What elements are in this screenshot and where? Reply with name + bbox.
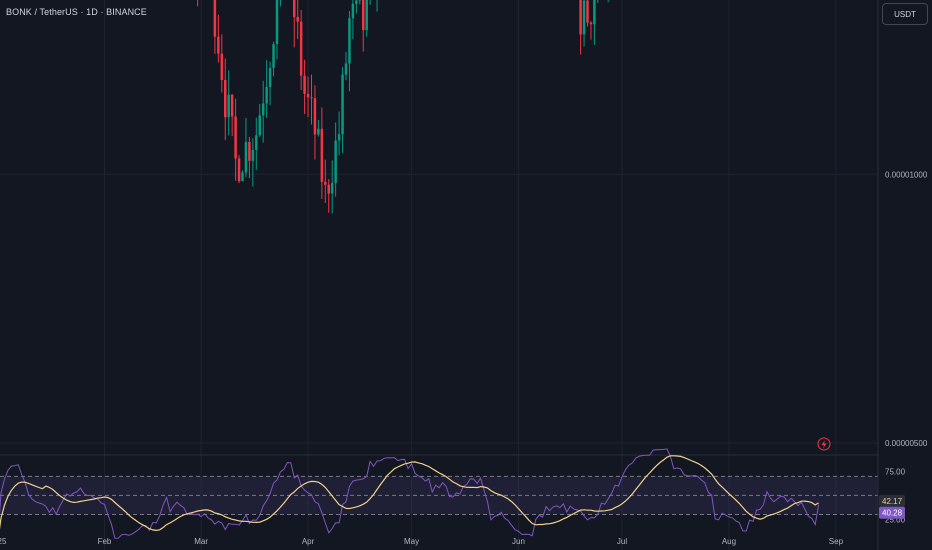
rsi-pane [0,448,878,539]
time-tick-label: 2025 [0,537,7,546]
candle [241,170,244,182]
candle [355,0,358,14]
candle [334,122,337,197]
rsi-axis: 75.00 25.00 42.17 40.28 [879,468,906,524]
candle [275,0,279,60]
candle [362,0,365,52]
candle [330,160,334,214]
currency-selector[interactable]: USDT [882,3,928,25]
candle [296,0,299,39]
candle [344,51,348,81]
candle [230,94,234,137]
candle [593,0,596,45]
candle [317,119,320,137]
time-tick-label: May [404,537,419,546]
time-tick-label: Aug [722,537,736,546]
candle [582,0,586,47]
time-tick-label: Sep [829,537,844,546]
candle [320,107,324,199]
rsi-ma-line [0,455,819,532]
candle [337,111,341,156]
rsi-tick-label: 25.00 [885,515,906,524]
grid-lines [0,0,878,550]
candle [348,11,351,92]
candle [313,85,317,160]
candle [272,41,275,77]
price-tick-label: 0.00001000 [885,170,928,179]
candle [310,74,313,125]
candle [358,0,362,5]
candle [261,80,265,143]
candle [224,58,227,141]
candle [341,67,344,154]
candle [579,0,582,55]
candle [234,98,237,181]
time-tick-label: Feb [98,537,112,546]
symbol-title[interactable]: BONK / TetherUS · 1D · BINANCE [6,7,147,17]
candles [197,0,609,214]
candle [268,61,272,106]
candle [299,9,303,90]
candle [251,138,255,187]
candle [237,155,241,184]
candle [365,0,368,37]
candle [227,70,230,136]
candle [248,136,251,179]
price-tick-label: 0.00000500 [885,439,928,448]
candle [220,34,224,93]
time-tick-label: Apr [302,537,315,546]
candle [327,178,330,213]
candle [213,0,217,54]
candle [351,0,355,40]
candle [255,117,258,171]
candle [265,60,268,119]
rsi-tick-label: 75.00 [885,468,906,477]
candle [244,118,248,178]
rsi-ma-value-tag: 42.17 [879,494,905,507]
candle [589,20,593,40]
rsi-band [0,476,878,515]
price-axis[interactable]: 0.000040000.000035000.000030000.00002500… [885,0,928,448]
candle [217,14,220,63]
time-tick-label: Jun [512,537,525,546]
candle [586,0,589,27]
candle [306,76,310,118]
candle [324,159,327,203]
rsi-value-tag: 40.28 [879,506,905,519]
rsi-value: 40.28 [882,509,903,518]
lightning-icon[interactable] [817,437,831,451]
rsi-ma-value: 42.17 [882,497,903,506]
candle [258,104,261,137]
candle [293,0,296,48]
rsi-line [0,448,820,539]
time-tick-label: Mar [194,537,208,546]
time-axis[interactable]: 2025 Feb Mar Apr May Jun Jul Aug Sep [0,537,844,546]
time-tick-label: Jul [617,537,627,546]
candle [303,59,306,114]
